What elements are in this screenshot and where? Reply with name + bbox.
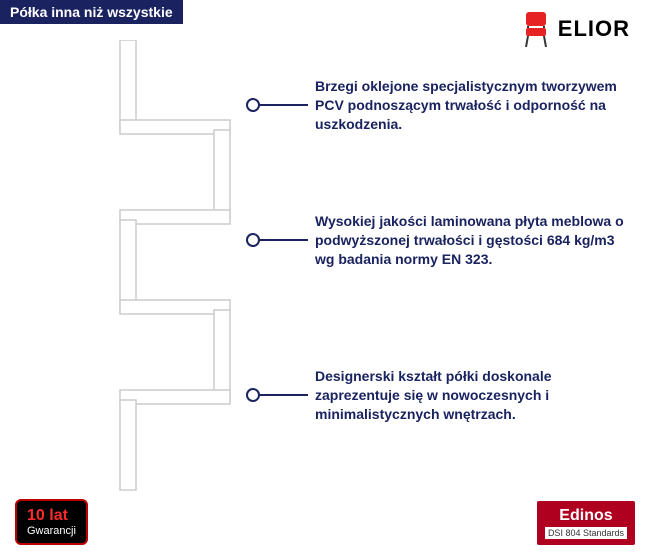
warranty-years: 10 lat (27, 507, 76, 525)
callout-1: Brzegi oklejone specjalistycznym tworzyw… (260, 105, 630, 134)
callout-line (258, 239, 308, 241)
callout-2: Wysokiej jakości laminowana płyta meblow… (260, 240, 630, 269)
warranty-badge: 10 lat Gwarancji (15, 499, 88, 545)
callout-3: Designerski kształt półki doskonale zapr… (260, 395, 630, 424)
shelf-illustration (110, 40, 260, 500)
callout-line (258, 104, 308, 106)
edinos-badge: Edinos DSI 804 Standards (537, 501, 635, 545)
edinos-sub: DSI 804 Standards (545, 527, 627, 539)
callout-text: Designerski kształt półki doskonale zapr… (315, 367, 630, 424)
edinos-name: Edinos (545, 507, 627, 525)
callout-text: Wysokiej jakości laminowana płyta meblow… (315, 212, 630, 269)
callouts-area: Brzegi oklejone specjalistycznym tworzyw… (260, 0, 630, 560)
header-title: Półka inna niż wszystkie (0, 0, 183, 24)
callout-line (258, 394, 308, 396)
warranty-label: Gwarancji (27, 525, 76, 537)
callout-text: Brzegi oklejone specjalistycznym tworzyw… (315, 77, 630, 134)
